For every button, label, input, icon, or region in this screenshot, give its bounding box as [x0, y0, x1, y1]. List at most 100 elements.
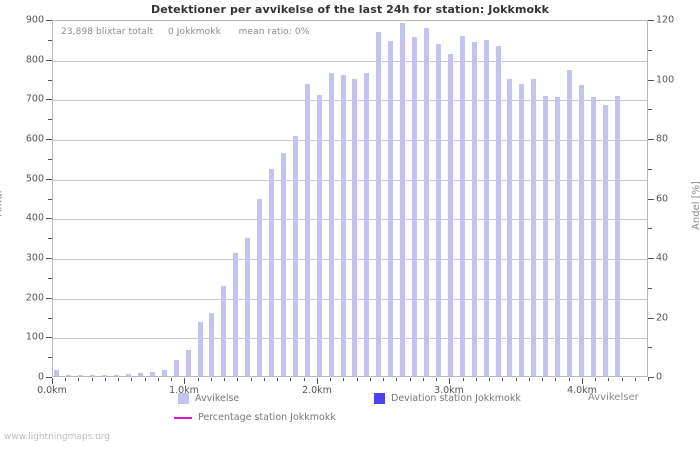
y-axis-right-tick-minor [648, 109, 652, 110]
bar [233, 253, 239, 376]
bar [352, 78, 358, 376]
plot-area: 23,898 blixtar totalt 0 Jokkmokk mean ra… [52, 20, 648, 377]
y-axis-right-tick-label: 100 [656, 74, 675, 86]
y-axis-left-tick-minor [48, 278, 52, 279]
legend-item[interactable]: Deviation station Jokkmokk [374, 393, 521, 404]
y-axis-right-tick-label: 20 [656, 312, 669, 324]
bar [54, 370, 60, 376]
x-axis-tick-minor [198, 378, 199, 381]
y-axis-left-tick-minor [48, 199, 52, 200]
x-axis-tick-minor [555, 378, 556, 381]
x-axis-tick-major [52, 378, 53, 384]
bar [555, 96, 561, 376]
y-axis-left-tick-label: 100 [25, 331, 44, 343]
bar [602, 105, 608, 376]
x-axis-tick-major [582, 378, 583, 384]
x-axis-tick-major [184, 378, 185, 384]
x-axis-tick-minor [622, 378, 623, 381]
y-axis-left-tick-major [46, 337, 52, 338]
y-axis-left-tick-label: 800 [25, 54, 44, 66]
gridline [53, 378, 647, 379]
x-axis-tick-minor [370, 378, 371, 381]
bar [507, 78, 513, 376]
legend-label: Percentage station Jokkmokk [198, 412, 336, 423]
y-axis-right-tick-major [648, 20, 654, 21]
y-axis-right-tick-minor [648, 228, 652, 229]
x-axis-tick-minor [277, 378, 278, 381]
bar [328, 72, 334, 376]
legend-item[interactable]: Avvikelse [178, 393, 239, 404]
x-axis-tick-minor [264, 378, 265, 381]
y-axis-left-tick-major [46, 218, 52, 219]
legend-swatch-icon [178, 393, 189, 404]
y-axis-right-tick-minor [648, 347, 652, 348]
x-axis-tick-minor [410, 378, 411, 381]
gridline [53, 299, 647, 300]
x-axis-tick-minor [78, 378, 79, 381]
y-axis-left-tick-major [46, 179, 52, 180]
x-axis-tick-minor [529, 378, 530, 381]
x-axis-tick-minor [396, 378, 397, 381]
x-axis-tick-minor [516, 378, 517, 381]
x-axis-tick-minor [171, 378, 172, 381]
bar [376, 31, 382, 376]
bar [531, 78, 537, 376]
y-axis-right-tick-major [648, 199, 654, 200]
x-axis-tick-minor [65, 378, 66, 381]
bar [423, 28, 429, 376]
bar [245, 238, 251, 376]
x-axis-tick-minor [357, 378, 358, 381]
y-axis-left-tick-label: 900 [25, 14, 44, 26]
gridline [53, 259, 647, 260]
y-axis-right-tick-major [648, 80, 654, 81]
y-axis-right-tick-label: 120 [656, 14, 675, 26]
x-axis-tick-minor [290, 378, 291, 381]
gridline [53, 338, 647, 339]
bar [567, 70, 573, 376]
y-axis-left-tick-minor [48, 119, 52, 120]
x-axis-tick-label: 1.0km [169, 385, 199, 396]
bar [78, 375, 84, 376]
bar [578, 85, 584, 376]
bar [102, 375, 108, 376]
gridline [53, 219, 647, 220]
y-axis-right-tick-minor [648, 288, 652, 289]
bar [161, 369, 167, 376]
x-axis-tick-minor [436, 378, 437, 381]
y-axis-left-tick-minor [48, 80, 52, 81]
bar [149, 372, 155, 376]
x-axis-tick-minor [423, 378, 424, 381]
y-axis-left-ticks [46, 0, 52, 450]
x-axis-title: Avvikelser [588, 392, 639, 403]
bar [388, 40, 394, 376]
x-axis-tick-minor [463, 378, 464, 381]
x-axis-tick-minor [251, 378, 252, 381]
y-axis-left-tick-major [46, 377, 52, 378]
y-axis-right-tick-minor [648, 169, 652, 170]
legend-label: Avvikelse [195, 393, 240, 404]
x-axis-tick-minor [608, 378, 609, 381]
bar [114, 374, 120, 376]
bar [209, 312, 215, 376]
bar [495, 45, 501, 376]
bar [137, 373, 143, 376]
x-axis-tick-minor [118, 378, 119, 381]
y-axis-left-tick-major [46, 298, 52, 299]
y-axis-left-tick-label: 200 [25, 292, 44, 304]
x-axis-tick-minor [343, 378, 344, 381]
gridline [53, 100, 647, 101]
bar [590, 96, 596, 376]
bar [519, 84, 525, 376]
bar [257, 198, 263, 376]
x-axis-tick-minor [158, 378, 159, 381]
annotation-text: 23,898 blixtar totalt 0 Jokkmokk mean ra… [61, 27, 310, 37]
y-axis-right-labels: 0 20 40 60 80 100 120 [656, 0, 700, 450]
y-axis-left-tick-label: 500 [25, 173, 44, 185]
y-axis-left-tick-label: 600 [25, 133, 44, 145]
y-axis-left-tick-label: 300 [25, 252, 44, 264]
x-axis-tick-major [317, 378, 318, 384]
legend-item[interactable]: Percentage station Jokkmokk [174, 412, 336, 423]
x-axis-tick-label: 2.0km [302, 385, 332, 396]
y-axis-right-tick-label: 60 [656, 193, 669, 205]
